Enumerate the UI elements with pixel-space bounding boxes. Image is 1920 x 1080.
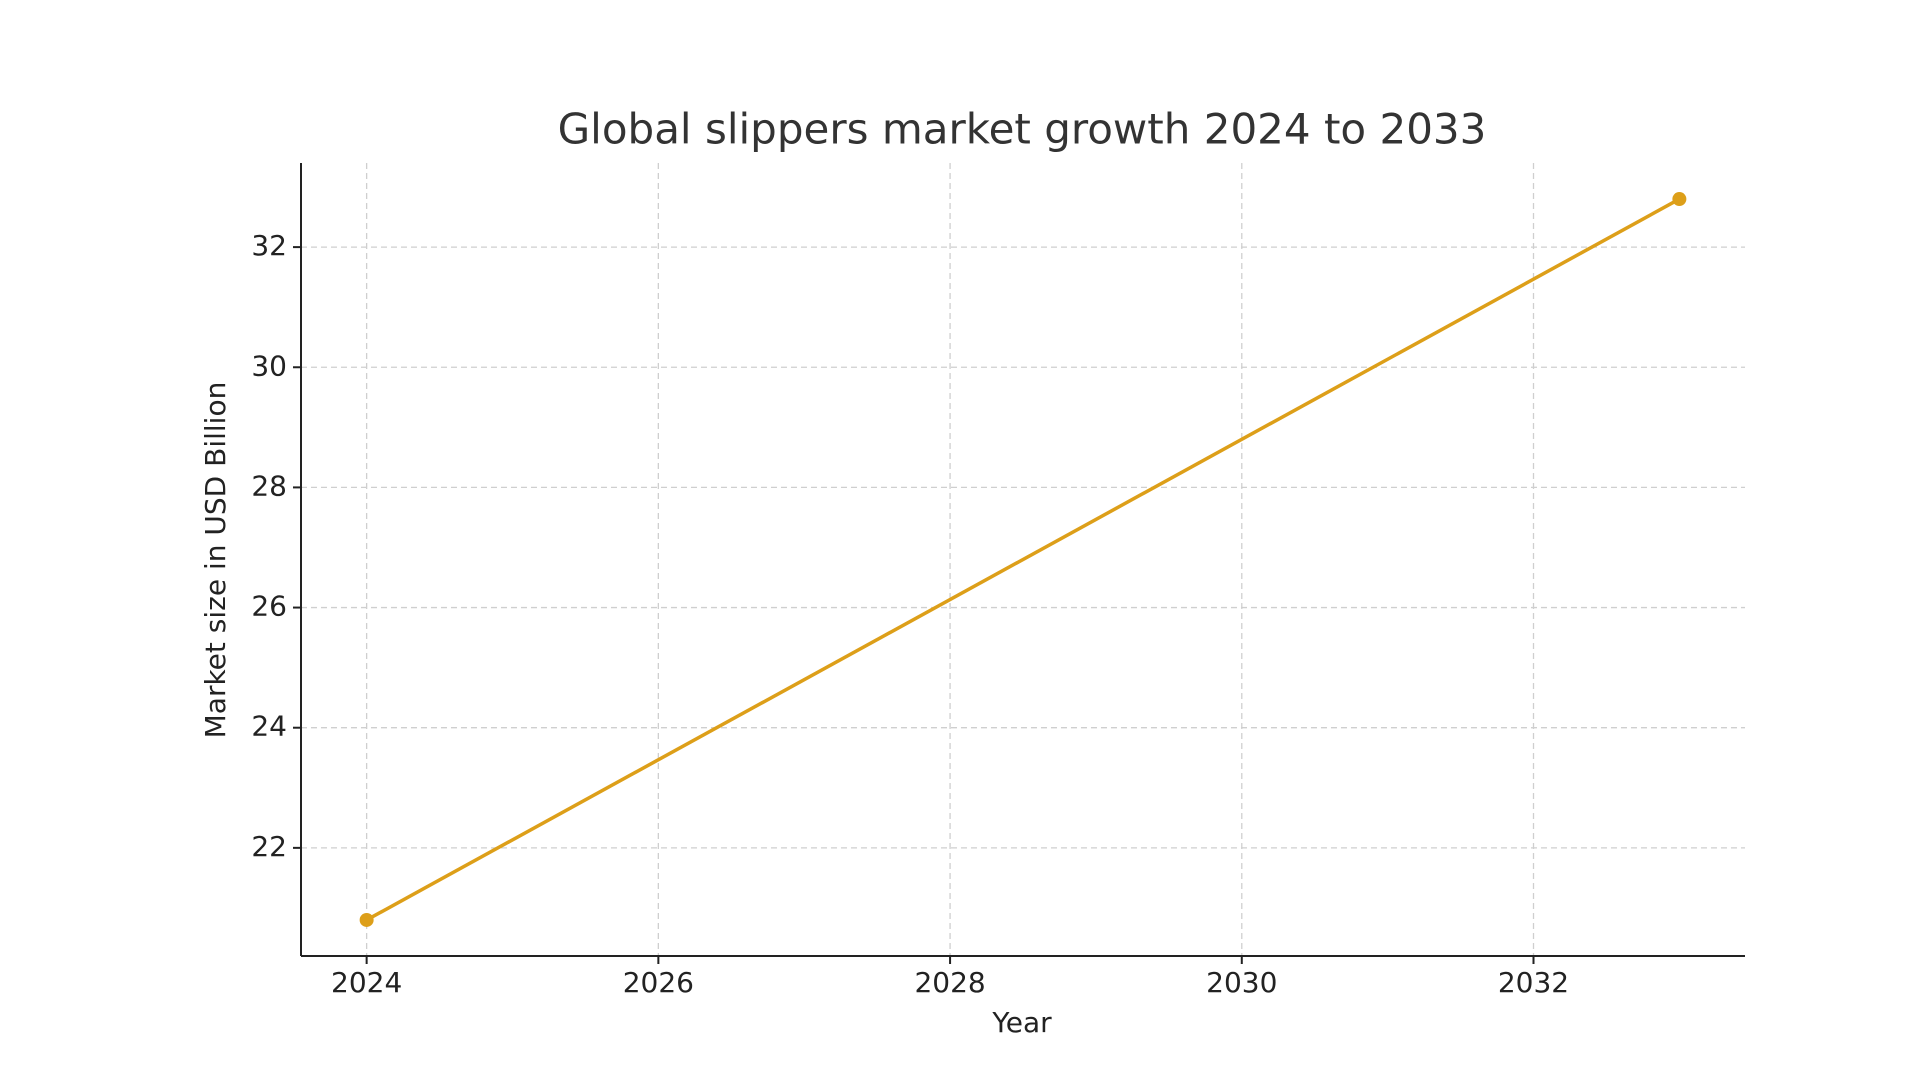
x-axis-label: Year — [991, 1006, 1052, 1039]
y-tick-label: 26 — [251, 590, 287, 623]
x-tick-label: 2028 — [914, 966, 985, 999]
y-tick-label: 24 — [251, 710, 287, 743]
x-tick-label: 2024 — [331, 966, 402, 999]
chart-title: Global slippers market growth 2024 to 20… — [558, 105, 1487, 154]
line — [365, 197, 1681, 922]
y-tick-label: 22 — [251, 830, 287, 863]
x-tick-label: 2026 — [623, 966, 694, 999]
y-tick-label: 32 — [251, 229, 287, 262]
y-tick-label: 30 — [251, 349, 287, 382]
point — [359, 912, 374, 927]
point — [1672, 192, 1687, 207]
y-axis-label: Market size in USD Billion — [199, 382, 232, 739]
x-tick-label: 2032 — [1498, 966, 1569, 999]
x-tick-label: 2030 — [1206, 966, 1277, 999]
y-tick-label: 28 — [251, 469, 287, 502]
